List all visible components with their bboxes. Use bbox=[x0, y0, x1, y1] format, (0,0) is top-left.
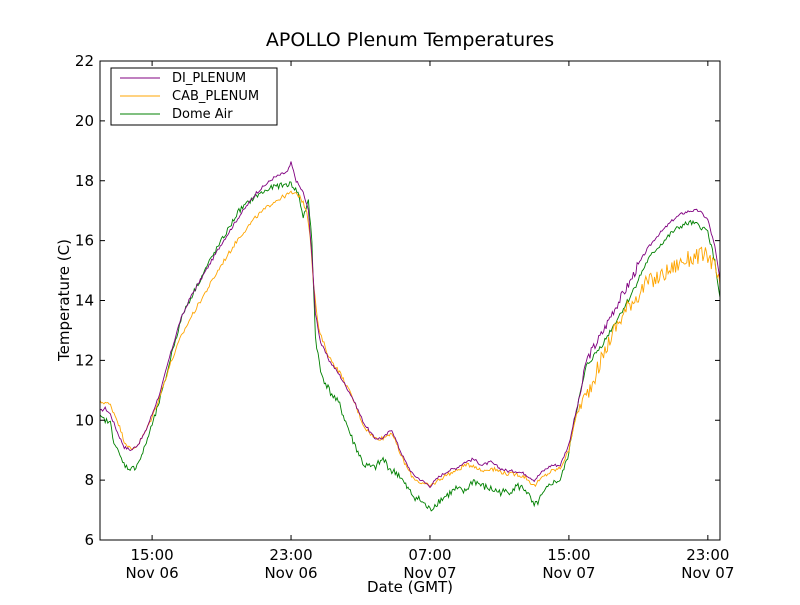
x-tick-label-time: 23:00 bbox=[269, 546, 312, 564]
x-tick-label-time: 23:00 bbox=[686, 546, 729, 564]
chart-title: APOLLO Plenum Temperatures bbox=[266, 29, 554, 51]
series-line-di-plenum bbox=[99, 161, 721, 489]
series-group bbox=[99, 161, 721, 512]
x-tick-label-time: 15:00 bbox=[130, 546, 173, 564]
x-tick-label-time: 15:00 bbox=[547, 546, 590, 564]
y-axis-ticks: 6 8 10 12 14 16 18 20 22 bbox=[75, 52, 720, 549]
y-tick-label: 20 bbox=[75, 112, 94, 130]
legend: DI_PLENUM CAB_PLENUM Dome Air bbox=[110, 67, 278, 126]
x-tick-label-date: Nov 06 bbox=[264, 564, 317, 582]
y-tick-label: 12 bbox=[75, 351, 94, 369]
y-axis-label: Temperature (C) bbox=[55, 239, 73, 362]
y-tick-label: 16 bbox=[75, 232, 94, 250]
legend-label-dome-air: Dome Air bbox=[172, 107, 233, 122]
plot-frame bbox=[99, 60, 721, 541]
legend-label-di-plenum: DI_PLENUM bbox=[172, 71, 246, 86]
y-tick-label: 18 bbox=[75, 172, 94, 190]
series-line-cab-plenum bbox=[99, 190, 721, 488]
x-tick-label-time: 07:00 bbox=[408, 546, 451, 564]
series-line-dome-air bbox=[99, 181, 721, 512]
x-tick-label-date: Nov 07 bbox=[542, 564, 595, 582]
x-tick-label-date: Nov 07 bbox=[403, 564, 456, 582]
legend-label-cab-plenum: CAB_PLENUM bbox=[172, 89, 259, 104]
y-tick-label: 6 bbox=[84, 531, 94, 549]
y-tick-label: 10 bbox=[75, 411, 94, 429]
y-tick-label: 22 bbox=[75, 52, 94, 70]
x-axis-label: Date (GMT) bbox=[367, 578, 453, 596]
y-tick-label: 8 bbox=[84, 471, 94, 489]
x-tick-label-date: Nov 07 bbox=[681, 564, 734, 582]
x-tick-label-date: Nov 06 bbox=[126, 564, 179, 582]
y-tick-label: 14 bbox=[75, 292, 94, 310]
